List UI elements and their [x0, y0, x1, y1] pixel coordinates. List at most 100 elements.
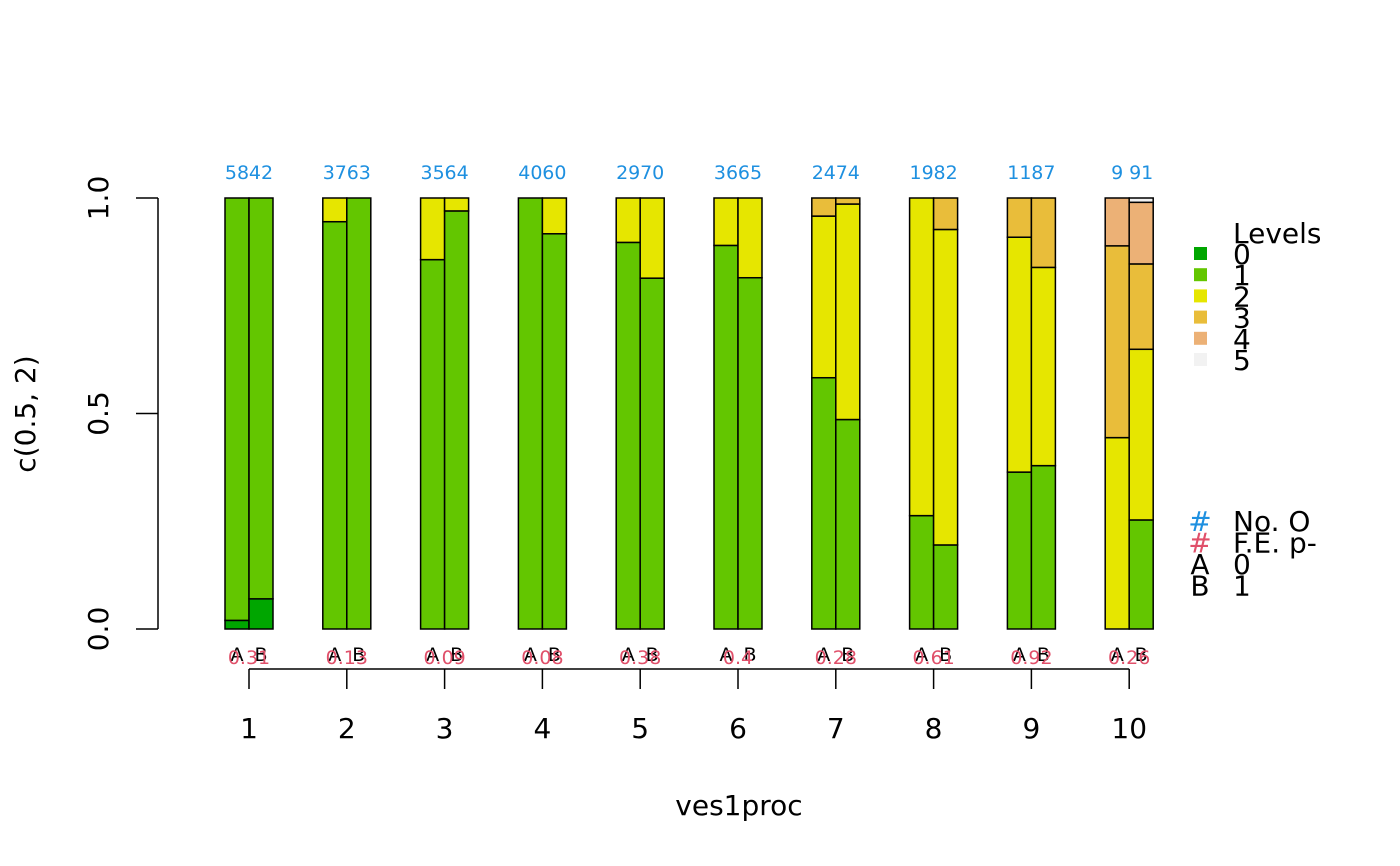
- count-label: 19: [910, 162, 934, 184]
- bar-segment: [419, 258, 446, 630]
- legend-swatch: [1194, 289, 1207, 303]
- bar-segment: [224, 197, 250, 622]
- legend-title: Levels: [1233, 217, 1322, 250]
- bar-segment: [932, 228, 959, 546]
- count-label: 40: [518, 162, 542, 184]
- pvalue-label: 0.09: [423, 647, 465, 669]
- legend-swatch: [1194, 310, 1207, 324]
- bar-segment: [248, 598, 274, 630]
- pvalue-label: 0.13: [326, 647, 368, 669]
- group-label: B: [1135, 644, 1148, 666]
- bar-segment: [811, 197, 837, 217]
- bar-segment: [835, 203, 861, 421]
- bar-segment: [443, 210, 470, 630]
- bar-segment: [639, 197, 665, 279]
- bar-segment: [1030, 266, 1057, 467]
- count-label: 63: [347, 162, 371, 184]
- group-label: A: [524, 644, 537, 666]
- group-label: A: [1013, 644, 1026, 666]
- bar-segment: [811, 215, 837, 379]
- bar-segment: [1006, 236, 1033, 473]
- count-label: 35: [421, 162, 445, 184]
- x-axis-title: ves1proc: [675, 789, 802, 822]
- x-tick-label: 8: [925, 712, 943, 745]
- bar-segment: [541, 197, 568, 235]
- legend-label: 0: [1233, 548, 1251, 581]
- bar-segment: [322, 197, 348, 223]
- group-label: A: [817, 644, 830, 666]
- bar-segment: [1006, 471, 1033, 630]
- y-tick-label: 0.5: [82, 391, 115, 436]
- y-axis-title: c(0.5, 2): [9, 355, 42, 472]
- bar-segment: [541, 233, 568, 630]
- bar-segment: [615, 241, 641, 630]
- bar-segment: [517, 197, 544, 630]
- bar-segment: [1104, 436, 1130, 630]
- pvalue-label: 0.38: [619, 647, 661, 669]
- legend-swatch: [1194, 247, 1207, 260]
- x-tick-label: 6: [729, 712, 747, 745]
- bar-segment: [346, 197, 372, 630]
- pvalue-label: 0.28: [815, 647, 857, 669]
- bar-segment: [1128, 197, 1154, 204]
- bar-segment: [908, 514, 935, 630]
- group-label: B: [939, 644, 952, 666]
- bar-segment: [224, 619, 250, 630]
- group-label: A: [328, 644, 341, 666]
- count-label: 9: [1111, 162, 1123, 184]
- group-label: B: [1037, 644, 1050, 666]
- count-label: 82: [934, 162, 958, 184]
- bar-segment: [932, 197, 959, 231]
- group-label: A: [622, 644, 635, 666]
- group-label: B: [352, 644, 365, 666]
- count-label: 36: [714, 162, 738, 184]
- bar-segment: [1030, 197, 1057, 269]
- bar-segment: [1104, 197, 1130, 247]
- legend-label: 0: [1233, 238, 1251, 271]
- bar-segment: [1128, 263, 1154, 351]
- group-label: A: [1111, 644, 1124, 666]
- count-label: 87: [1031, 162, 1055, 184]
- group-label: B: [450, 644, 463, 666]
- pvalue-label: 0.4: [723, 647, 753, 669]
- legend-symbol: #: [1188, 505, 1211, 538]
- legend-label: 2: [1233, 280, 1251, 313]
- count-label: 37: [323, 162, 347, 184]
- pvalue-label: 0.31: [228, 647, 270, 669]
- x-tick-label: 9: [1022, 712, 1040, 745]
- legend-label: 5: [1233, 344, 1251, 377]
- legend-label: 1: [1233, 570, 1251, 603]
- pvalue-label: 0.26: [1108, 647, 1150, 669]
- count-label: 42: [249, 162, 273, 184]
- bar-segment: [811, 376, 837, 630]
- bar-segment: [908, 197, 935, 517]
- pvalue-label: 0.92: [1010, 647, 1052, 669]
- count-label: 91: [1129, 162, 1153, 184]
- x-tick-label: 4: [533, 712, 551, 745]
- legend-symbol: #: [1188, 527, 1211, 560]
- count-label: 65: [738, 162, 762, 184]
- bar-segment: [1006, 197, 1033, 238]
- bar-segment: [713, 244, 739, 630]
- count-label: 60: [542, 162, 566, 184]
- axes: 0.0 0.5 1.0 1 2 3 4 5 6 7 8 9 10: [82, 176, 1147, 745]
- x-tick-label: 2: [338, 712, 356, 745]
- bar-segment: [713, 197, 739, 247]
- bar-segment: [835, 197, 861, 205]
- legend-swatch: [1194, 268, 1207, 282]
- bar-segment: [737, 276, 763, 630]
- y-tick-label: 1.0: [82, 176, 115, 221]
- bar-segment: [419, 197, 446, 261]
- bar-segment: [932, 544, 959, 630]
- plot-area: 58A42B0.3137A63B0.1335A64B0.0940A60B0.08…: [224, 162, 1154, 669]
- group-label: A: [231, 644, 244, 666]
- x-tick-label: 1: [240, 712, 258, 745]
- group-label: B: [254, 644, 267, 666]
- count-label: 29: [616, 162, 640, 184]
- count-label: 74: [836, 162, 860, 184]
- y-tick-label: 0.0: [82, 607, 115, 652]
- legend-label: No. O: [1233, 505, 1310, 538]
